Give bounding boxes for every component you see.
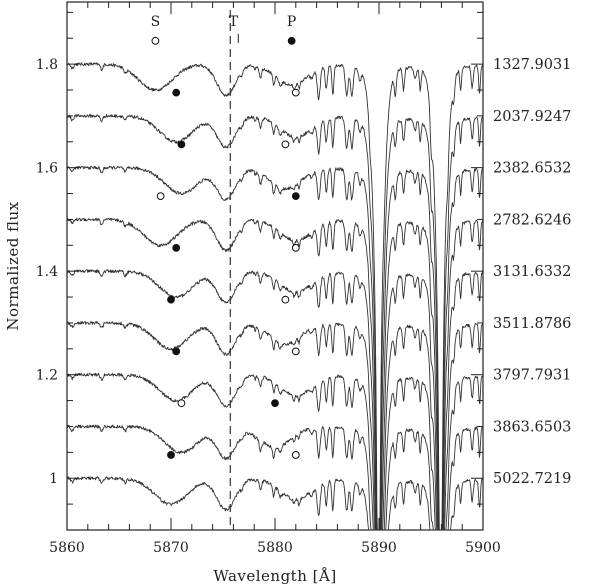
spectrum-label-3: 2782.6246: [493, 212, 571, 228]
component-label-p: P: [287, 14, 296, 30]
spectrum-line-4: [66, 269, 484, 531]
primary-marker-7: [271, 399, 279, 408]
spectrum-line-3: [66, 217, 484, 531]
component-label-s: S: [151, 14, 161, 30]
spectrum-label-4: 3131.6332: [493, 264, 571, 280]
x-axis-ticks: 5860 5870 5880 5890 5900: [49, 2, 501, 556]
y-tick-label: 1: [49, 471, 58, 487]
x-tick-label: 5870: [153, 540, 189, 556]
secondary-marker-2: [177, 140, 186, 149]
primary-marker-0: [287, 36, 296, 45]
spectrum-line-8: [66, 476, 484, 531]
primary-marker-6: [291, 347, 300, 356]
secondary-marker-8: [167, 451, 175, 459]
primary-marker-2: [281, 140, 290, 149]
spectrum-line-2: [66, 165, 484, 531]
spectrum-label-6: 3797.7931: [493, 368, 571, 384]
primary-marker-8: [291, 451, 300, 459]
secondary-marker-6: [172, 347, 181, 356]
y-tick-label: 1.2: [36, 368, 58, 384]
x-tick-label: 5900: [465, 540, 501, 556]
primary-marker-3: [291, 192, 300, 201]
spectrum-label-8: 5022.7219: [493, 471, 571, 487]
spectra-group: [66, 62, 484, 531]
x-tick-label: 5880: [257, 540, 293, 556]
component-markers: [151, 36, 300, 459]
x-tick-label: 5890: [361, 540, 397, 556]
spectrum-line-1: [66, 113, 484, 531]
y-axis-label: Normalized flux: [4, 201, 22, 330]
secondary-marker-7: [177, 399, 186, 408]
y-axis-ticks: 1 1.2 1.4 1.6 1.8: [36, 11, 483, 531]
spectrum-line-0: [66, 62, 484, 531]
spectrum-line-5: [66, 321, 484, 531]
component-label-t: T: [229, 14, 239, 30]
spectrum-labels: 1327.9031 2037.9247 2382.6532 2782.6246 3131…: [493, 57, 571, 487]
secondary-marker-3: [156, 192, 165, 201]
primary-marker-1: [291, 88, 300, 97]
primary-marker-5: [281, 295, 290, 304]
y-tick-label: 1.6: [36, 161, 58, 177]
spectrum-label-5: 3511.8786: [493, 316, 571, 332]
spectrum-label-7: 3863.6503: [493, 419, 571, 435]
spectrum-line-6: [66, 372, 484, 531]
x-tick-label: 5860: [49, 540, 85, 556]
y-tick-label: 1.4: [36, 264, 58, 280]
spectrum-label-0: 1327.9031: [493, 57, 571, 73]
secondary-marker-0: [151, 36, 160, 45]
spectrum-label-1: 2037.9247: [493, 109, 571, 125]
spectrum-line-7: [66, 424, 484, 531]
secondary-marker-5: [167, 295, 175, 304]
secondary-marker-4: [172, 243, 181, 252]
secondary-marker-1: [172, 88, 181, 97]
x-axis-label: Wavelength [Å]: [213, 567, 336, 585]
y-tick-label: 1.8: [36, 57, 58, 73]
primary-marker-4: [291, 243, 300, 252]
spectrum-label-2: 2382.6532: [493, 161, 571, 177]
